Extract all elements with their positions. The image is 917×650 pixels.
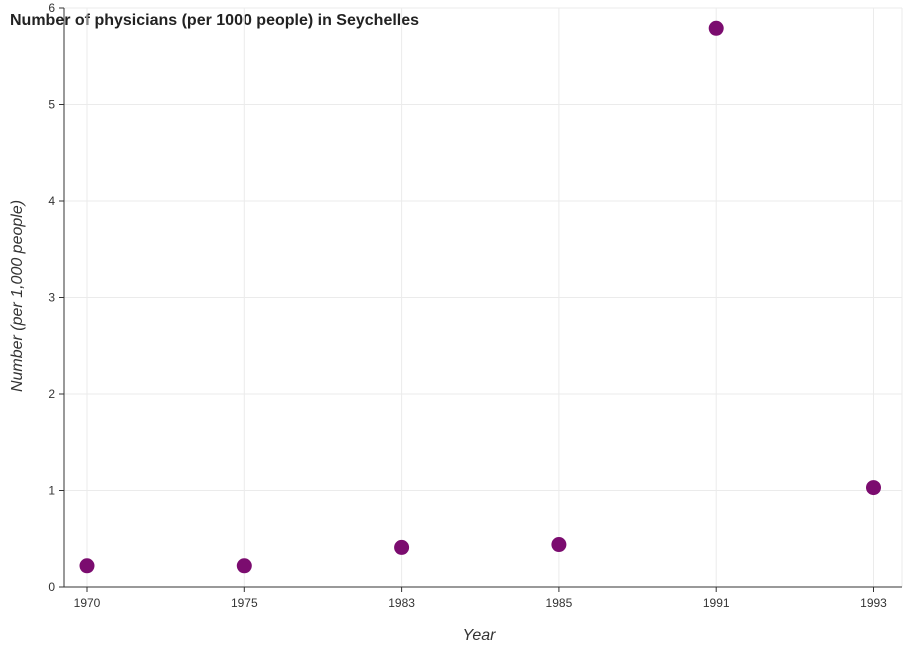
y-tick-label: 1	[48, 484, 55, 498]
y-tick-label: 2	[48, 387, 55, 401]
x-axis-label: Year	[463, 627, 497, 644]
y-tick-label: 4	[48, 194, 55, 208]
data-point	[236, 558, 252, 574]
data-point	[708, 20, 724, 36]
data-point	[79, 558, 95, 574]
y-tick-label: 5	[48, 98, 55, 112]
grid-layer	[64, 7, 903, 587]
chart-title: Number of physicians (per 1000 people) i…	[10, 12, 419, 29]
x-tick-label: 1985	[546, 596, 573, 610]
y-tick-label: 6	[48, 1, 55, 15]
axis-layer: 0 1 2 3 4 5 6 1970 1975 1983 1985 1991 1993	[48, 1, 902, 610]
x-tick-label: 1970	[74, 596, 101, 610]
points-layer	[79, 20, 881, 574]
x-tick-label: 1993	[860, 596, 887, 610]
x-tick-label: 1975	[231, 596, 258, 610]
data-point	[866, 480, 881, 496]
x-tick-label: 1991	[703, 596, 730, 610]
x-tick-label: 1983	[388, 596, 415, 610]
y-tick-label: 3	[48, 291, 55, 305]
y-tick-label: 0	[48, 580, 55, 594]
data-point	[551, 537, 567, 553]
y-axis-label: Number (per 1,000 people)	[9, 200, 26, 392]
data-point	[394, 539, 410, 555]
